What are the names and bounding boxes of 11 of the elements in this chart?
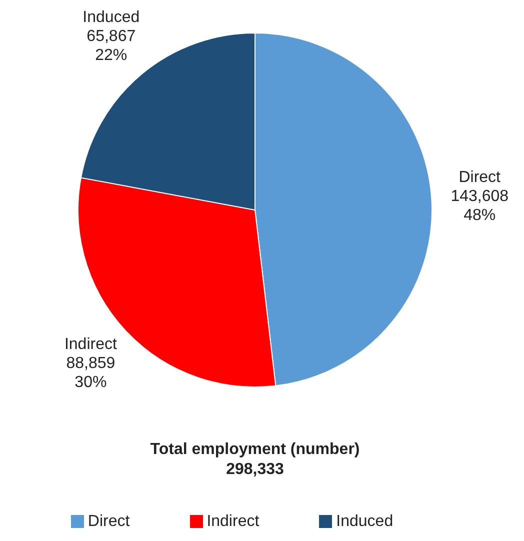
slice-label: Direct — [458, 169, 502, 186]
text: Total employment (number) — [149, 440, 361, 460]
data-label: 65,867 22% — [86, 28, 136, 64]
slice-label: Indirect — [64, 336, 118, 353]
slice-label: Induced — [82, 9, 140, 26]
data-label: 143,608 48% — [450, 188, 509, 224]
legend-label: Indirect — [206, 513, 260, 530]
data-label: 88,859 30% — [66, 354, 116, 391]
text: 298,333 — [225, 460, 285, 480]
legend-label: Induced — [336, 513, 394, 530]
legend-label: Direct — [88, 513, 130, 530]
